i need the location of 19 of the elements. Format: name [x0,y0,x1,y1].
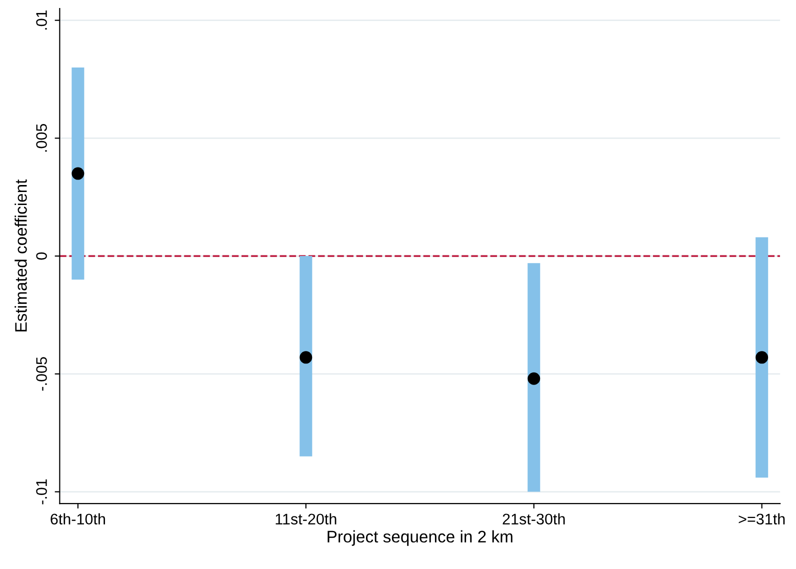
x-tick-label: 11st-20th [276,513,336,525]
y-tick-label: .01 [36,10,47,30]
y-tick-label: 0 [36,252,47,260]
point [72,167,84,180]
x-axis-title: Project sequence in 2 km [328,530,512,546]
point [756,351,768,364]
y-tick-label: .005 [36,124,47,152]
bar [300,256,312,456]
x-tick-label: 6th-10th [50,513,105,525]
y-tick-label: -.005 [36,357,47,391]
bar [72,67,84,280]
point [528,372,540,385]
bar [756,237,768,478]
x-tick-label: 21st-30th [502,513,565,525]
bar [528,263,540,492]
point [300,351,312,364]
x-tick-label: >=31th [738,513,785,525]
y-axis-title: Estimated coefficient [14,179,27,332]
y-tick-label: -.01 [36,479,47,504]
